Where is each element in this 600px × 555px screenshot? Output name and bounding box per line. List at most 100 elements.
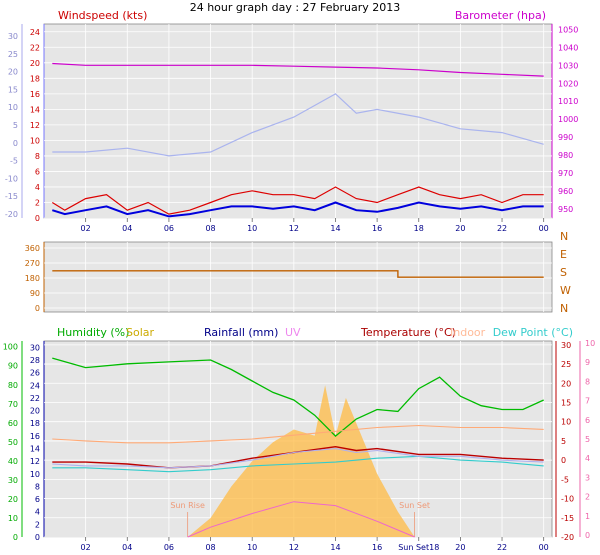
direction-tick-label: 270	[25, 259, 40, 268]
wind_gust-line	[51, 186, 544, 215]
barometer-label: Barometer (hpa)	[455, 9, 546, 22]
dewpoint-line	[52, 455, 544, 473]
direction-tick-label: 180	[25, 274, 40, 283]
baro-tick-label: 970	[558, 169, 573, 178]
temp-tick-label: 30	[561, 341, 571, 350]
x-tick-label: 08	[205, 224, 215, 233]
humidity-tick-label: 40	[8, 457, 18, 466]
uv-tick-label: 2	[585, 493, 590, 502]
baro-tick-label: 1010	[558, 97, 578, 106]
rain-tick-label: 26	[30, 369, 40, 378]
far-left-tick-label: 20	[8, 68, 18, 77]
rain-tick-label: 20	[30, 407, 40, 416]
indoor-label: Indoor	[450, 326, 486, 339]
temp-tick-label: 25	[561, 360, 571, 369]
chart-title: 24 hour graph day : 27 February 2013	[190, 1, 401, 14]
baro-tick-label: 1030	[558, 61, 578, 70]
sunset-label: Sun Set	[399, 501, 430, 510]
rain-tick-label: 6	[35, 495, 40, 504]
wind-tick-label: 20	[30, 59, 40, 68]
direction-tick-label: 90	[30, 289, 40, 298]
x-tick-label: 18	[414, 224, 424, 233]
direction-panel-series	[52, 270, 544, 278]
uv-line	[187, 501, 415, 538]
x-tick-label: 14	[330, 543, 340, 552]
baro-tick-label: 950	[558, 205, 573, 214]
solar-label: Solar	[126, 326, 155, 339]
direction-panel-grid	[44, 242, 552, 312]
temperature-line	[52, 445, 544, 469]
wind-panel-plot-area	[43, 23, 553, 219]
x-tick-label: 06	[164, 543, 174, 552]
uv-tick-label: 7	[585, 397, 590, 406]
far-left-tick-label: 5	[13, 121, 18, 130]
rain-tick-label: 16	[30, 432, 40, 441]
compass-label: N	[560, 230, 568, 243]
wind-tick-label: 22	[30, 43, 40, 52]
far-left-tick-label: 15	[8, 85, 18, 94]
wind-panel-ticks: 0246810121416182022249509609709809901000…	[5, 25, 578, 233]
wind-tick-label: 18	[30, 74, 40, 83]
rain-tick-label: 22	[30, 394, 40, 403]
humidity-tick-label: 50	[8, 438, 18, 447]
x-tick-label: 16	[372, 543, 382, 552]
baro-tick-label: 1050	[558, 25, 578, 34]
wind-panel-series	[51, 62, 544, 218]
uv-tick-label: 4	[585, 454, 590, 463]
light_purple-line	[52, 448, 544, 469]
direction-tick-label: 360	[25, 244, 40, 253]
x-tick-label: Sun Set18	[398, 543, 439, 552]
compass-label: S	[560, 266, 567, 279]
humidity-tick-label: 70	[8, 400, 18, 409]
x-tick-label: 10	[247, 543, 257, 552]
dewpoint-label: Dew Point (°C)	[493, 326, 573, 339]
baro-tick-label: 960	[558, 187, 573, 196]
rain-tick-label: 2	[35, 520, 40, 529]
temp-tick-label: -15	[561, 514, 574, 523]
wind-tick-label: 4	[35, 183, 40, 192]
far-left-tick-label: -20	[5, 210, 18, 219]
wind-tick-label: 6	[35, 167, 40, 176]
rain-tick-label: 10	[30, 470, 40, 479]
temp-tick-label: 15	[561, 398, 571, 407]
far-left-tick-label: 10	[8, 103, 18, 112]
far-left-tick-label: 0	[13, 139, 18, 148]
x-tick-label: 10	[247, 224, 257, 233]
compass-label: E	[560, 248, 567, 261]
rain-tick-label: 18	[30, 419, 40, 428]
baro-tick-label: 990	[558, 133, 573, 142]
baro-tick-label: 980	[558, 151, 573, 160]
uv-label: UV	[285, 326, 301, 339]
wind-tick-label: 2	[35, 198, 40, 207]
far-left-tick-label: -5	[10, 157, 18, 166]
humidity-tick-label: 30	[8, 476, 18, 485]
uv-tick-label: 6	[585, 416, 590, 425]
x-tick-label: 00	[539, 543, 549, 552]
temp-tick-label: -5	[561, 475, 569, 484]
x-tick-label: 20	[455, 543, 465, 552]
x-tick-label: 12	[289, 543, 299, 552]
wind-panel-grid	[44, 24, 552, 219]
uv-tick-label: 10	[585, 339, 595, 348]
x-tick-label: 08	[205, 543, 215, 552]
wind_avg-line	[52, 201, 544, 218]
far-left-tick-label: 25	[8, 50, 18, 59]
uv-tick-label: 8	[585, 377, 590, 386]
direction-tick-label: 0	[35, 304, 40, 313]
humidity-line	[52, 357, 544, 437]
baro-tick-label: 1040	[558, 43, 578, 52]
temp-tick-label: 10	[561, 418, 571, 427]
rain-tick-label: 8	[35, 482, 40, 491]
temp-panel-ticks: 302520151050-5-10-15-2001020304050607080…	[3, 339, 595, 552]
baro-tick-label: 1020	[558, 79, 578, 88]
uv-tick-label: 1	[585, 512, 590, 521]
rain-tick-label: 30	[30, 343, 40, 352]
humidity-tick-label: 80	[8, 381, 18, 390]
x-tick-label: 06	[164, 224, 174, 233]
temperature-label: Temperature (°C)	[360, 326, 456, 339]
wind-tick-label: 16	[30, 90, 40, 99]
temp-panel-series: Sun Rise Sun Set	[52, 357, 544, 538]
uv-tick-label: 0	[585, 531, 590, 540]
